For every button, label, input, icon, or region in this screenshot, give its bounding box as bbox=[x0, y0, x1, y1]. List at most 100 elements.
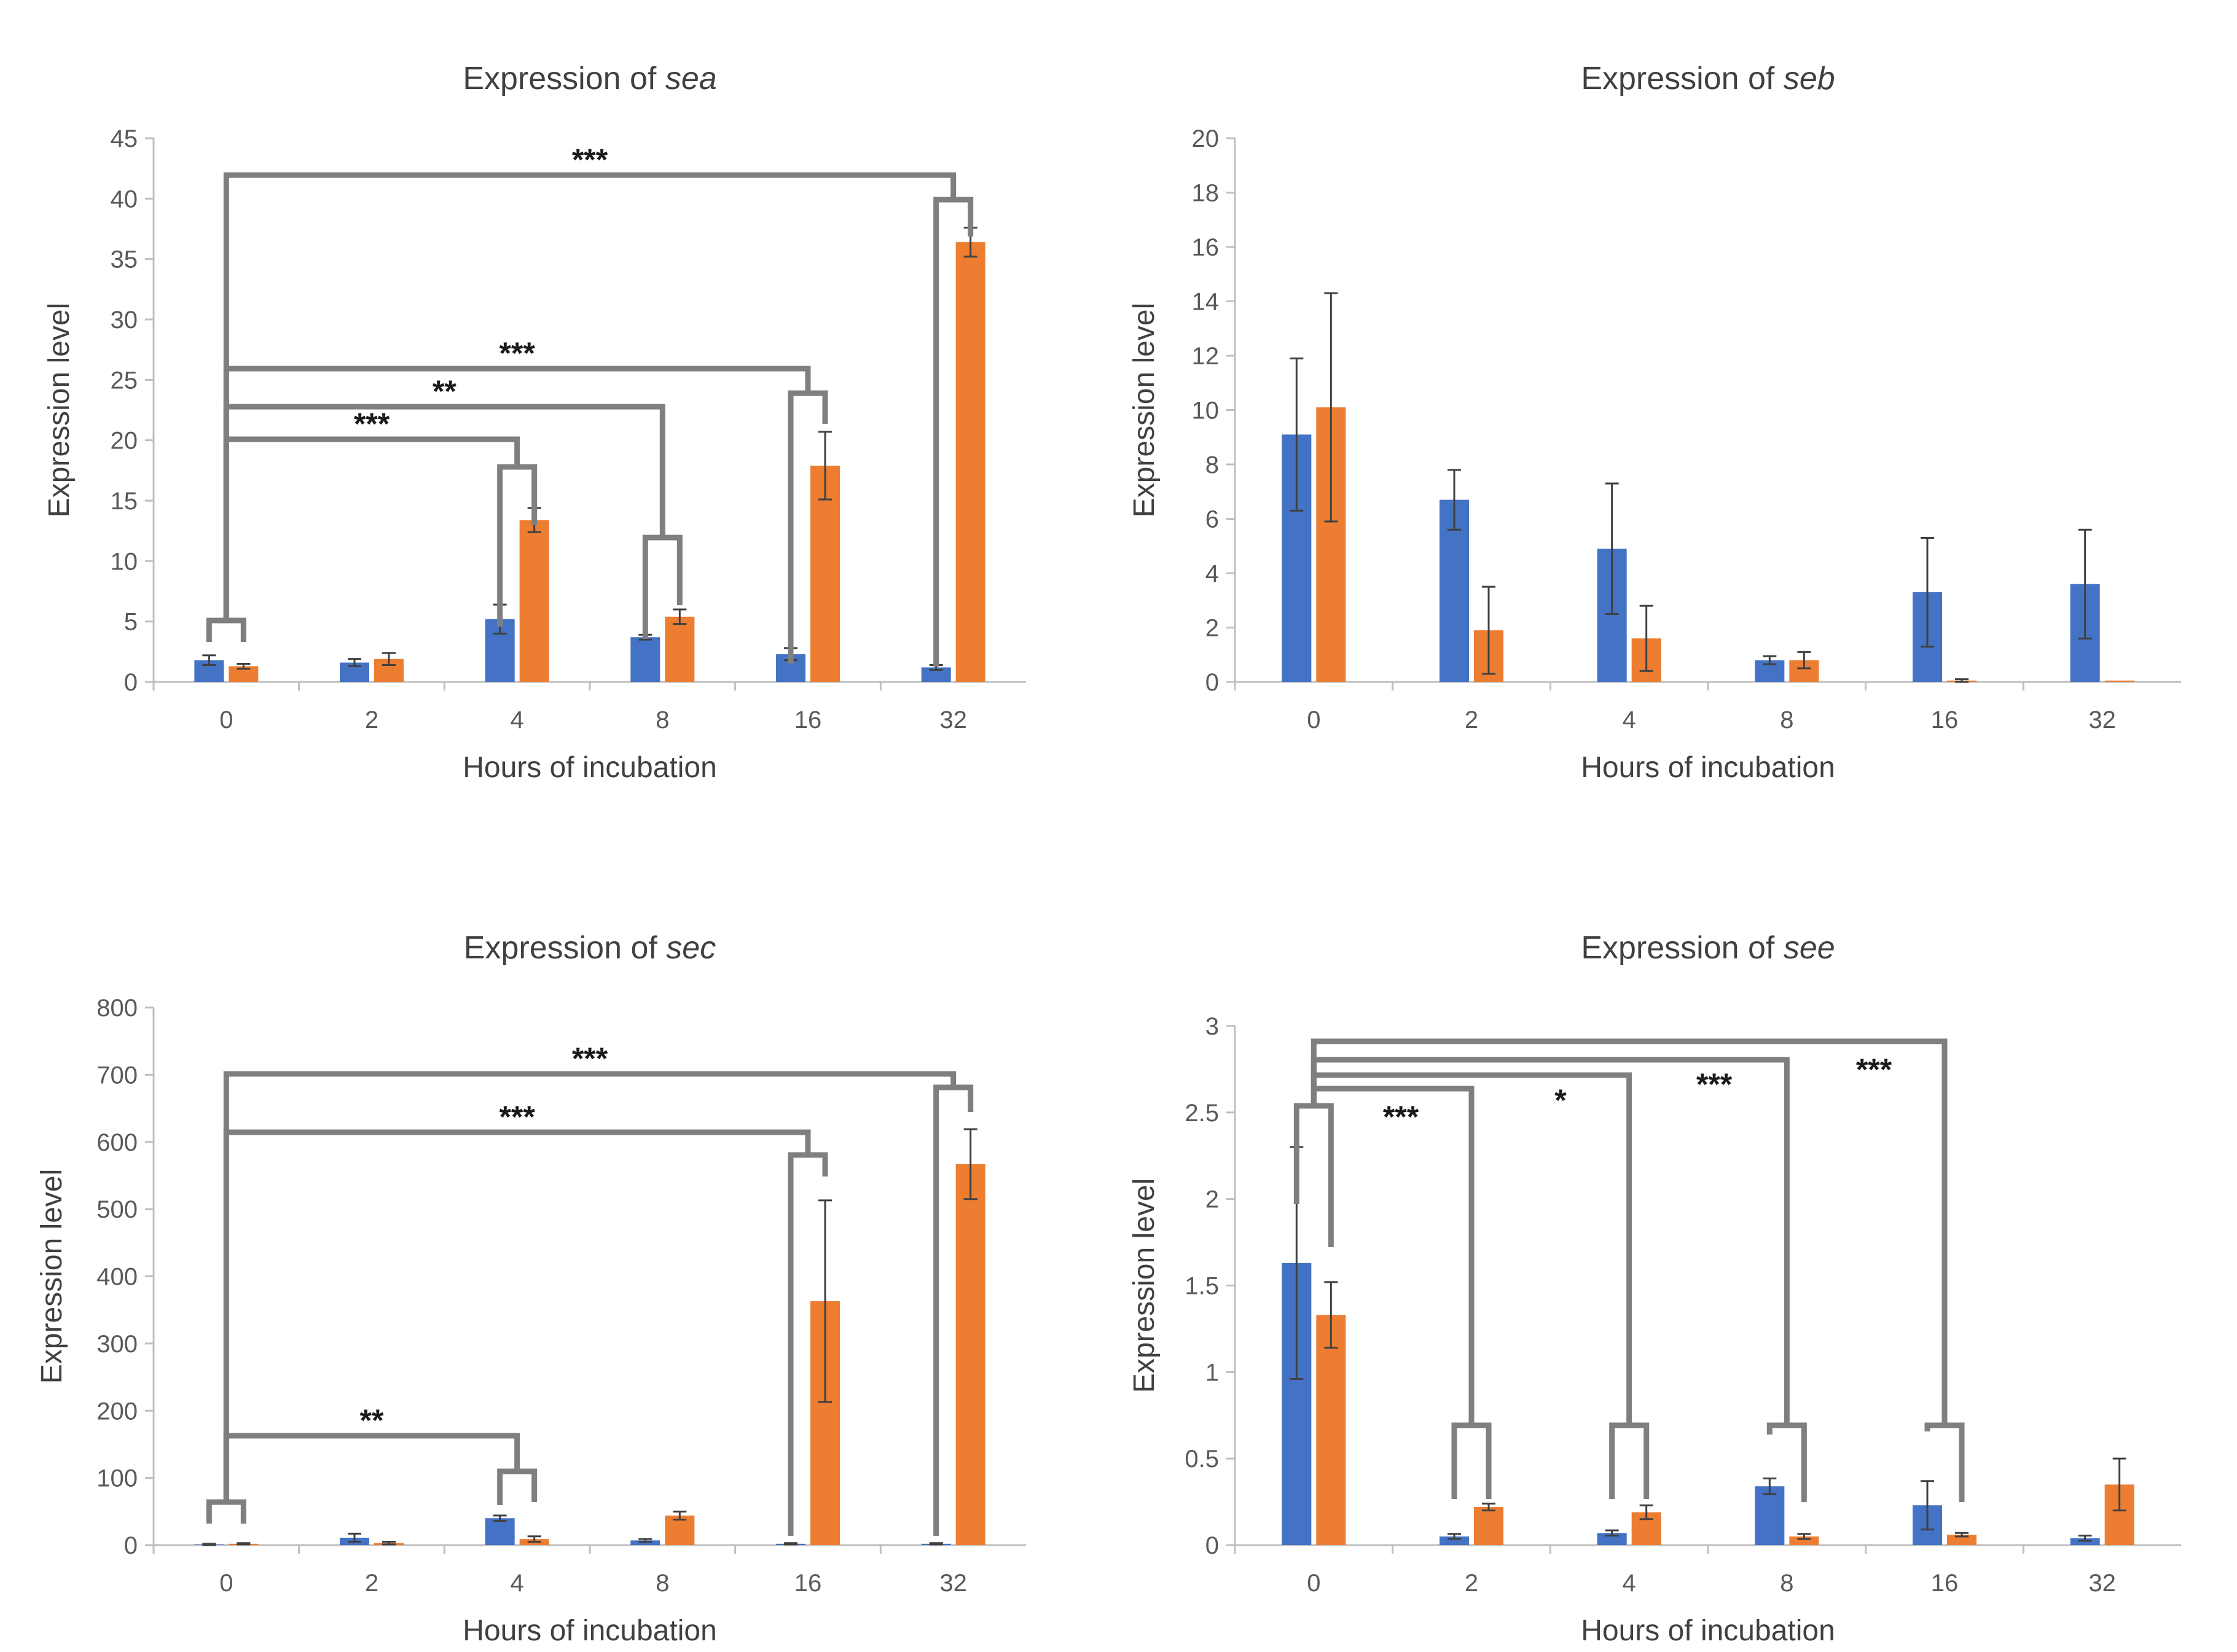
y-tick-label: 35 bbox=[111, 246, 138, 273]
y-tick-label: 2 bbox=[1205, 1186, 1219, 1213]
chart-title-gene: seb bbox=[1784, 61, 1835, 96]
pair-bracket bbox=[642, 534, 683, 639]
x-tick-label: 8 bbox=[1780, 1570, 1793, 1597]
y-tick-label: 700 bbox=[96, 1062, 138, 1089]
y-tick-label: 200 bbox=[96, 1398, 138, 1425]
chart-panel-see: Expression of see 0 0.5 1 1.5 2 2.5 3 0 2 4 8 16 32 Ho… bbox=[1128, 930, 2181, 1647]
bar-series-2-0h bbox=[1316, 1315, 1346, 1545]
bar-series-2-8h bbox=[1789, 1536, 1819, 1545]
y-tick-label: 400 bbox=[96, 1264, 138, 1291]
chart-title: Expression of sec bbox=[464, 930, 716, 966]
bar-series-2-2h bbox=[1474, 1507, 1503, 1545]
pair-bracket bbox=[788, 390, 828, 664]
y-tick-label: 100 bbox=[96, 1465, 138, 1492]
x-tick-label: 2 bbox=[365, 707, 378, 734]
bar-series-2-32h bbox=[955, 242, 985, 683]
y-tick-label: 15 bbox=[111, 488, 138, 515]
x-tick-label: 16 bbox=[794, 707, 822, 734]
bar-series-1-8h bbox=[630, 637, 660, 682]
chart-title-prefix: Expression of bbox=[463, 61, 665, 96]
y-tick-label: 2 bbox=[1205, 615, 1219, 642]
significance-bracket bbox=[223, 1433, 520, 1502]
bar-series-1-4h bbox=[485, 1518, 515, 1545]
bar-series-2-16h bbox=[1947, 1535, 1976, 1545]
x-axis-label: Hours of incubation bbox=[463, 751, 717, 784]
pair-bracket bbox=[788, 1152, 828, 1536]
y-tick-label: 0.5 bbox=[1185, 1446, 1219, 1473]
x-tick-label: 2 bbox=[1465, 1570, 1478, 1597]
x-tick-label: 8 bbox=[656, 1570, 669, 1597]
significance-label: *** bbox=[499, 1100, 535, 1134]
reference-bracket bbox=[206, 1499, 246, 1524]
x-tick-label: 8 bbox=[656, 707, 669, 734]
reference-bracket bbox=[1293, 1103, 1334, 1247]
y-tick-label: 25 bbox=[111, 367, 138, 394]
pair-bracket bbox=[933, 197, 974, 667]
x-tick-label: 4 bbox=[1623, 1570, 1636, 1597]
y-tick-label: 300 bbox=[96, 1331, 138, 1358]
x-tick-label: 0 bbox=[219, 1570, 233, 1597]
significance-label: *** bbox=[1383, 1100, 1419, 1134]
x-axis-label: Hours of incubation bbox=[1581, 1615, 1835, 1647]
chart-title-prefix: Expression of bbox=[1581, 61, 1784, 96]
chart-panel-sea: Expression of sea 0 5 10 15 20 25 30 35 40 45 0 2 4 8 1… bbox=[43, 61, 1026, 784]
y-tick-label: 40 bbox=[111, 186, 138, 213]
bar-series-1-4h bbox=[1597, 1533, 1627, 1545]
y-tick-label: 800 bbox=[96, 995, 138, 1022]
significance-label: *** bbox=[354, 407, 390, 441]
y-tick-label: 5 bbox=[124, 609, 138, 636]
chart-title: Expression of sea bbox=[463, 61, 716, 96]
significance-bracket bbox=[223, 1129, 811, 1502]
y-tick-label: 8 bbox=[1205, 452, 1219, 479]
y-tick-label: 1.5 bbox=[1185, 1273, 1219, 1300]
x-tick-label: 2 bbox=[365, 1570, 378, 1597]
y-tick-label: 6 bbox=[1205, 506, 1219, 533]
pair-bracket bbox=[1609, 1422, 1650, 1499]
significance-label: *** bbox=[499, 336, 535, 370]
y-tick-label: 14 bbox=[1192, 289, 1220, 316]
y-axis-label: Expression level bbox=[1128, 1178, 1161, 1393]
significance-label: ** bbox=[433, 374, 456, 409]
y-tick-label: 20 bbox=[111, 428, 138, 455]
pair-bracket bbox=[1924, 1422, 1965, 1502]
chart-title: Expression of seb bbox=[1581, 61, 1835, 96]
significance-bracket bbox=[1310, 1038, 1948, 1425]
x-tick-label: 16 bbox=[794, 1570, 822, 1597]
chart-panel-sec: Expression of sec 0 100 200 300 400 500 600 700 8… bbox=[36, 930, 1026, 1647]
chart-title-prefix: Expression of bbox=[1581, 930, 1784, 966]
y-axis-label: Expression level bbox=[1128, 303, 1161, 518]
x-tick-label: 8 bbox=[1780, 707, 1793, 734]
chart-title-gene: see bbox=[1784, 930, 1835, 966]
bar-series-2-32h bbox=[955, 1164, 985, 1545]
x-tick-label: 0 bbox=[219, 707, 233, 734]
chart-panel-seb: Expression of seb 0 2 4 6 8 10 12 14 16 18 20 0 2 4 8 16… bbox=[1128, 61, 2181, 784]
significance-bracket bbox=[223, 436, 520, 620]
y-tick-label: 500 bbox=[96, 1196, 138, 1223]
chart-title-gene: sea bbox=[665, 61, 717, 96]
x-tick-label: 4 bbox=[511, 707, 524, 734]
x-axis-label: Hours of incubation bbox=[1581, 751, 1835, 784]
bar-series-1-32h bbox=[921, 667, 951, 682]
x-tick-label: 32 bbox=[939, 1570, 967, 1597]
chart-title: Expression of see bbox=[1581, 930, 1835, 966]
y-tick-label: 3 bbox=[1205, 1013, 1219, 1040]
y-tick-label: 10 bbox=[111, 548, 138, 575]
bar-series-2-16h bbox=[810, 465, 840, 682]
significance-bracket bbox=[223, 172, 957, 620]
x-tick-label: 0 bbox=[1307, 707, 1320, 734]
bar-series-1-8h bbox=[630, 1540, 660, 1545]
y-tick-label: 2.5 bbox=[1185, 1100, 1219, 1127]
x-tick-label: 32 bbox=[939, 707, 967, 734]
y-axis-label: Expression level bbox=[36, 1169, 68, 1384]
y-tick-label: 4 bbox=[1205, 560, 1219, 587]
x-tick-label: 4 bbox=[1623, 707, 1636, 734]
x-tick-label: 16 bbox=[1931, 707, 1959, 734]
x-tick-label: 4 bbox=[511, 1570, 524, 1597]
x-tick-label: 2 bbox=[1465, 707, 1478, 734]
y-tick-label: 0 bbox=[124, 669, 138, 696]
x-tick-label: 0 bbox=[1307, 1570, 1320, 1597]
significance-label: ** bbox=[360, 1403, 384, 1438]
chart-title-gene: sec bbox=[666, 930, 716, 966]
significance-label: * bbox=[1554, 1083, 1567, 1118]
